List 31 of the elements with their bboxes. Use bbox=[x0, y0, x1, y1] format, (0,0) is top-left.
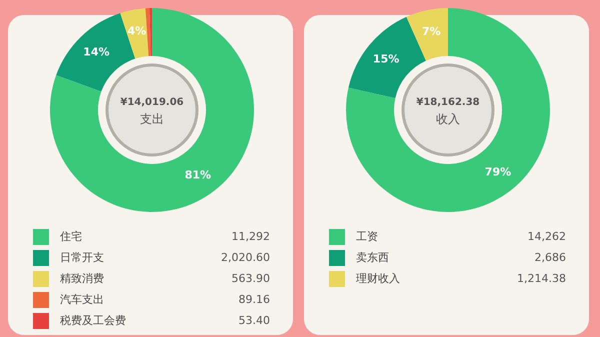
legend-label: 理财收入 bbox=[356, 272, 400, 285]
data-label: 1,214.38 bbox=[517, 272, 566, 285]
text: 79% bbox=[484, 165, 512, 178]
data-label: 14,262 bbox=[528, 230, 566, 243]
donut-slice bbox=[50, 8, 254, 212]
donut-slice bbox=[145, 8, 151, 56]
text: ¥18,162.38 bbox=[416, 97, 480, 108]
data-label: 2,686 bbox=[534, 251, 566, 264]
data-label: 2,020.60 bbox=[221, 251, 270, 264]
text: 14% bbox=[83, 46, 110, 59]
donut-slice bbox=[120, 8, 149, 59]
legend-label: 卖东西 bbox=[356, 251, 389, 264]
text: 收入 bbox=[436, 112, 460, 126]
data-label: 11,292 bbox=[232, 230, 270, 243]
legend-label: 住宅 bbox=[60, 230, 82, 243]
donut-slice bbox=[346, 8, 550, 212]
text: 81% bbox=[184, 168, 212, 182]
legend-label: 工资 bbox=[356, 230, 378, 243]
legend-label: 税费及工会费 bbox=[60, 314, 126, 327]
text: 15% bbox=[372, 52, 400, 66]
legend-label: 汽车支出 bbox=[60, 293, 104, 306]
donut-slice bbox=[406, 8, 448, 61]
data-label: 563.90 bbox=[232, 272, 270, 285]
legend-label: 精致消费 bbox=[60, 272, 104, 285]
text: 支出 bbox=[140, 112, 164, 126]
text: ¥14,019.06 bbox=[120, 97, 184, 108]
legend-label: 日常开支 bbox=[60, 251, 104, 264]
data-label: 89.16 bbox=[238, 293, 270, 306]
data-label: 53.40 bbox=[238, 314, 270, 327]
text: 4% bbox=[128, 24, 146, 38]
text: 7% bbox=[422, 24, 441, 38]
